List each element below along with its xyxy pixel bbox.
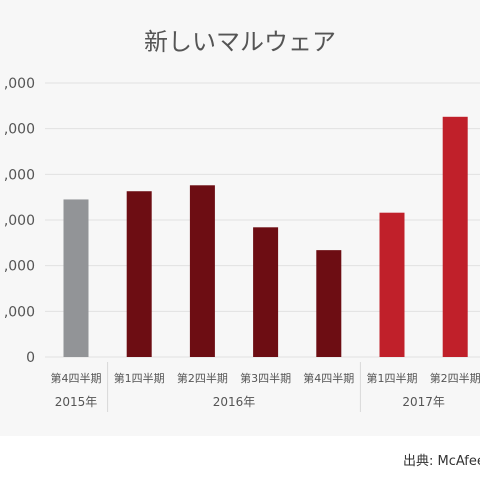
- year-label: 2016年: [213, 395, 256, 409]
- x-category-label: 第4四半期: [51, 371, 102, 385]
- bar: [379, 212, 405, 357]
- y-tick-label: ,000: [4, 122, 35, 138]
- bar: [442, 116, 468, 357]
- bar: [126, 191, 152, 357]
- bar: [253, 227, 279, 357]
- y-tick-label: ,000: [4, 304, 35, 320]
- y-tick-label: ,000: [4, 259, 35, 275]
- bar: [189, 185, 215, 357]
- y-tick-label: ,000: [4, 213, 35, 229]
- chart-panel: 新しいマルウェア 0,000,000,000,000,000,000 第4四半期第…: [3, 28, 480, 412]
- x-category-label: 第2四半期: [177, 371, 228, 385]
- x-category-label: 第1四半期: [367, 371, 418, 385]
- x-category-label: 第2四半期: [430, 371, 480, 385]
- year-label: 2017年: [402, 395, 445, 409]
- bar: [63, 199, 89, 357]
- y-tick-label: ,000: [4, 76, 35, 92]
- year-label: 2015年: [55, 395, 98, 409]
- y-tick-label: 0: [26, 350, 35, 366]
- x-category-label: 第1四半期: [114, 371, 165, 385]
- chart-title: 新しいマルウェア: [144, 28, 336, 56]
- source-note: 出典: McAfee: [403, 454, 480, 469]
- y-tick-label: ,000: [4, 167, 35, 183]
- x-category-label: 第3四半期: [240, 371, 291, 385]
- x-category-label: 第4四半期: [303, 371, 354, 385]
- bar: [316, 250, 342, 357]
